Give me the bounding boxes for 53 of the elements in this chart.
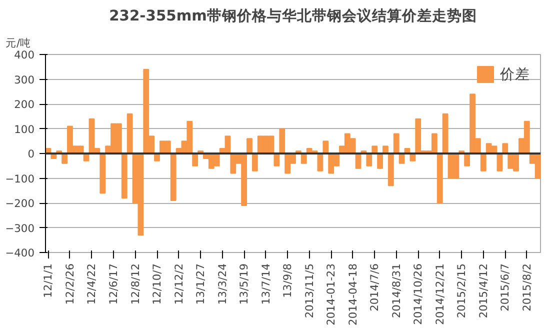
- x-tick-label: 2014/10/26: [412, 263, 425, 325]
- bar: [442, 113, 448, 154]
- x-tick-label: 13/3/24: [216, 263, 229, 305]
- x-tick-label: 2014/12/21: [433, 263, 446, 325]
- y-tick-label: 100: [14, 122, 35, 136]
- bar: [252, 153, 258, 172]
- x-tick-label: 12/2/26: [63, 263, 76, 305]
- x-tick-label: 12/1/1: [42, 263, 55, 298]
- x-tick-label: 13/1/27: [194, 263, 208, 305]
- x-tick-label: 2014/7/6: [368, 263, 382, 312]
- chart-title: 232-355mm带钢价格与华北带钢会议结算价差走势图: [109, 6, 477, 24]
- bar: [393, 133, 400, 154]
- x-tick-label: 2015/4/12: [476, 264, 490, 318]
- x-tick-label: 2013/11/5: [302, 264, 316, 318]
- bar: [377, 153, 383, 169]
- bar: [192, 153, 198, 166]
- x-tick-label: 13/5/19: [238, 263, 251, 305]
- bar: [170, 153, 176, 202]
- bar: [388, 153, 394, 186]
- y-tick-label: 0: [28, 148, 35, 160]
- bar: [100, 153, 106, 194]
- x-tick-label: 12/6/17: [106, 263, 120, 305]
- x-tick-label: 2014-01-23: [324, 263, 338, 326]
- x-tick-label: 12/12/2: [172, 263, 186, 305]
- y-tick-label: −400: [5, 246, 35, 260]
- y-tick-label: −200: [5, 197, 35, 210]
- x-tick-label: 2015/6/7: [498, 263, 512, 312]
- bar: [274, 153, 280, 166]
- bar: [246, 138, 252, 154]
- bar: [121, 153, 128, 199]
- y-tick-label: 300: [14, 73, 35, 86]
- legend-label: 价差: [500, 64, 530, 84]
- y-tick-label: 400: [14, 48, 35, 62]
- y-tick-label: −300: [5, 222, 35, 235]
- x-tick-label: 12/10/7: [150, 263, 164, 305]
- x-tick-label: 2014-04-18: [346, 263, 360, 326]
- x-tick-label: 2015/8/2: [520, 263, 534, 312]
- y-tick-label: 200: [14, 98, 35, 111]
- x-tick-label: 13/7/14: [259, 263, 272, 305]
- bar: [436, 153, 443, 204]
- bar: [322, 140, 329, 154]
- x-tick-label: 13/9/8: [281, 263, 294, 298]
- y-axis-title: 元/吨: [6, 36, 32, 50]
- bar: [366, 153, 372, 166]
- x-tick-label: 12/4/22: [85, 263, 98, 305]
- bar: [126, 113, 133, 154]
- bar: [464, 153, 470, 166]
- bar: [279, 128, 286, 154]
- x-tick-label: 12/8/12: [128, 263, 142, 305]
- y-tick-label: −100: [5, 172, 35, 186]
- x-tick-label: 2015/2/15: [455, 264, 468, 318]
- x-tick-label: 2014/8/31: [390, 264, 403, 318]
- bar: [480, 153, 486, 172]
